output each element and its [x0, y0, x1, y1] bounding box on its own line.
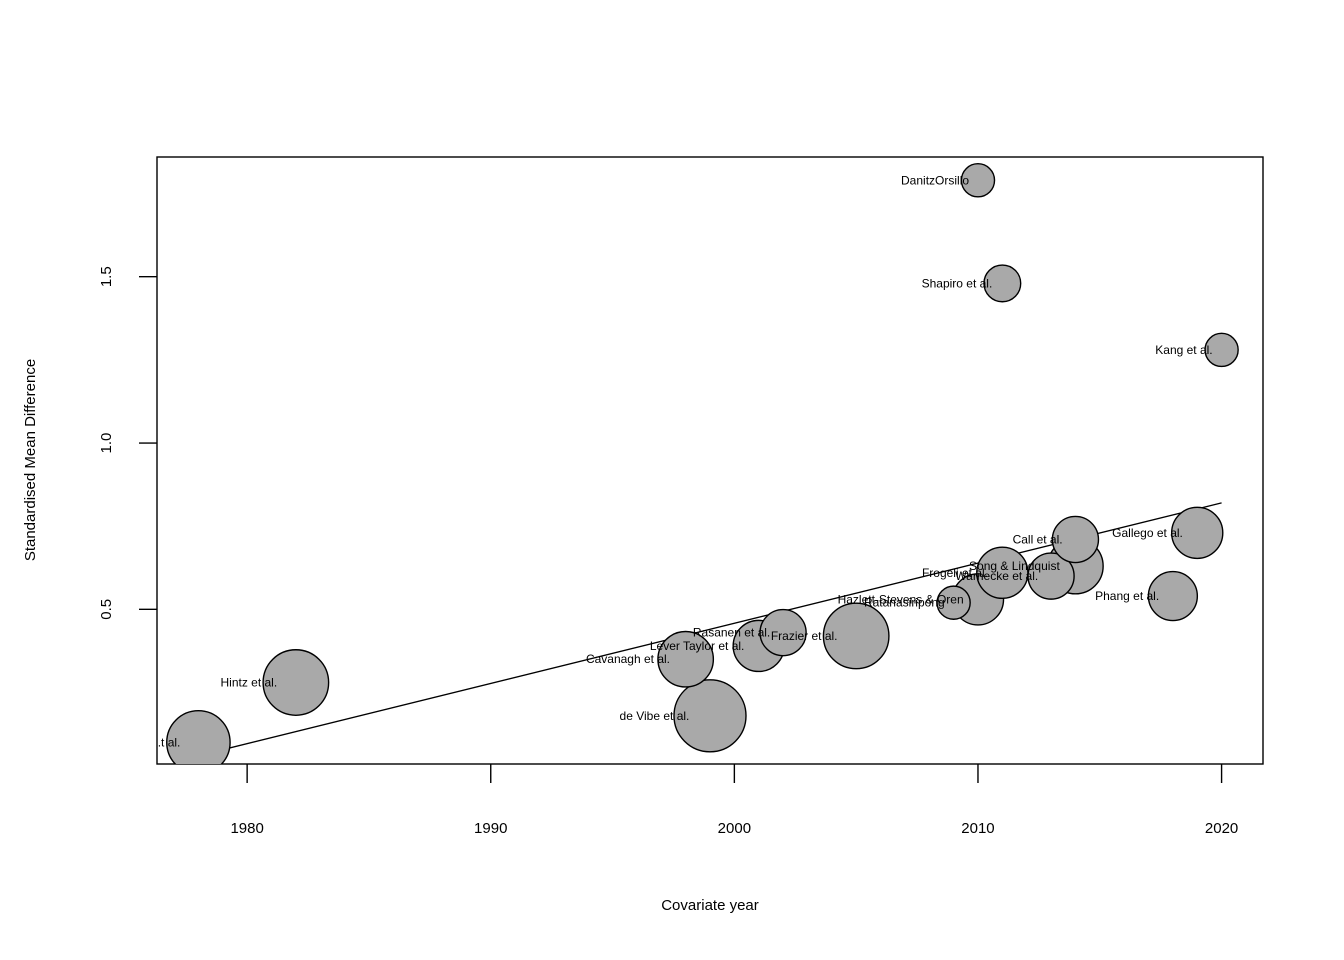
study-label: Song & Lindquist — [969, 559, 1060, 573]
study-label: Phang et al. — [1095, 589, 1159, 603]
y-tick-label: 1.5 — [98, 266, 115, 287]
study-label: Frogeli et al. — [922, 566, 988, 580]
study-label: Kang et al. — [1155, 343, 1212, 357]
study-label: Warnecke et al. — [955, 569, 1038, 583]
study-label: de Vibe et al. — [620, 709, 690, 723]
study-label: Hintz et al. — [220, 676, 277, 690]
x-tick-label: 2000 — [718, 820, 751, 837]
study-label: Ratanasiripong — [864, 596, 945, 610]
study-label: Gallego et al. — [1112, 526, 1183, 540]
study-bubble — [960, 163, 996, 198]
study-bubble — [673, 679, 747, 753]
study-bubble — [262, 649, 330, 716]
study-label: Rasanen et al. — [693, 626, 770, 640]
study-label: Frazier et al. — [771, 629, 838, 643]
study-bubble — [1170, 506, 1224, 560]
study-bubble — [759, 608, 807, 657]
x-tick-label: 1990 — [474, 820, 507, 837]
study-bubble — [1051, 515, 1100, 564]
y-axis-title: Standardised Mean Difference — [22, 359, 39, 561]
study-bubble — [1027, 552, 1075, 600]
x-tick-label: 2010 — [961, 820, 994, 837]
study-label: Lever Taylor et al. — [650, 639, 745, 653]
x-tick-label: 2020 — [1205, 820, 1238, 837]
plot-area: ...t al. Hintz et al. de Vibe et al. Cavana… — [151, 163, 1239, 764]
study-bubble — [657, 630, 715, 688]
study-label: DanitzOrsillo — [901, 173, 969, 187]
study-label: Call et al. — [1013, 532, 1063, 546]
study-label: ...t al. — [151, 735, 180, 749]
y-tick-label: 1.0 — [98, 433, 115, 454]
y-axis: 0.5 1.0 1.5 — [98, 266, 157, 620]
x-tick-label: 1980 — [230, 820, 263, 837]
y-tick-label: 0.5 — [98, 599, 115, 620]
study-bubble — [983, 264, 1022, 303]
regression-line — [198, 502, 1222, 757]
study-bubble — [1204, 332, 1239, 368]
study-bubble — [822, 602, 890, 670]
plot-box — [156, 156, 1264, 765]
study-bubble — [166, 710, 231, 764]
x-axis: 1980 1990 2000 2010 2020 — [230, 764, 1238, 837]
x-axis-title: Covariate year — [661, 897, 759, 914]
study-label: Shapiro et al. — [922, 276, 993, 290]
study-label: Cavanagh et al. — [586, 652, 670, 666]
study-bubble — [936, 585, 971, 620]
study-bubble — [1147, 570, 1199, 622]
study-label: Hazlett-Stevens & Oren — [838, 592, 964, 606]
